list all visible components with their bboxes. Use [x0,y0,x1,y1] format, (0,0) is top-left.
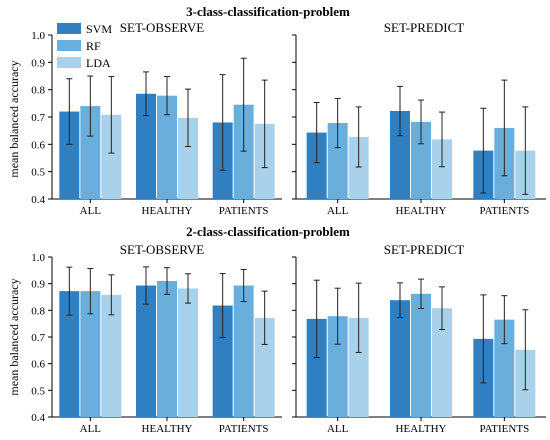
y-tick-label: 0.8 [31,305,45,317]
y-tick-label: 0.4 [31,194,45,206]
x-tick-label: HEALTHY [396,205,447,217]
bar-svm [136,93,156,199]
row-title-2class: 2-class-classification-problem [186,224,350,239]
bar-lda [348,136,369,199]
bar-lda [348,317,369,417]
legend-swatch-lda [57,57,81,68]
legend-swatch-svm [57,23,81,34]
bar-lda [178,288,198,417]
x-tick-label: PATIENTS [219,423,269,435]
bar-rf [411,293,431,417]
bar-rf [233,285,254,417]
y-tick-label: 0.9 [31,57,45,69]
x-tick-label: ALL [80,423,102,435]
bar-lda [101,294,122,417]
y-tick-label: 0.4 [31,412,45,424]
y-tick-label: 0.6 [31,139,45,151]
x-tick-label: HEALTHY [142,205,193,217]
legend: SVM RF LDA [57,22,112,70]
y-tick-label: 0.8 [31,85,45,97]
bar-rf [157,281,177,417]
y-tick-label: 1.0 [31,30,45,42]
panel-title: SET-OBSERVE [120,20,204,35]
bar-rf [411,121,431,199]
bar-lda [101,114,122,199]
bar-svm [306,132,327,199]
chart-panel: SET-PREDICT ALL HEALTHY PATIENTS [292,20,546,217]
y-tick-label: 0.5 [31,167,45,179]
y-tick-label: 0.7 [31,112,45,124]
y-axis-label-top: mean balanced accuracy [7,60,21,177]
x-tick-label: PATIENTS [479,205,529,217]
legend-label-lda: LDA [86,56,111,70]
panel-title: SET-OBSERVE [120,242,204,257]
bar-rf [327,316,348,417]
x-tick-label: ALL [80,205,102,217]
legend-label-rf: RF [86,39,101,53]
bar-rf [157,95,177,199]
panel-title: SET-PREDICT [384,20,464,35]
y-tick-label: 1.0 [31,252,45,264]
bar-rf [80,106,101,199]
bar-rf [80,291,101,417]
row-title-3class: 3-class-classification-problem [186,4,350,19]
bar-svm [59,291,80,417]
bar-lda [178,117,198,199]
bar-lda [432,139,452,199]
x-tick-label: PATIENTS [479,423,529,435]
bar-rf [494,319,515,417]
bar-svm [59,111,80,199]
panel-title: SET-PREDICT [384,242,464,257]
y-tick-label: 0.5 [31,385,45,397]
bar-svm [306,318,327,417]
bar-rf [233,104,254,199]
y-tick-label: 0.7 [31,332,45,344]
x-tick-label: ALL [327,423,349,435]
y-axis-label-bottom: mean balanced accuracy [7,278,21,395]
bar-svm [212,305,233,417]
y-tick-label: 0.6 [31,359,45,371]
bar-lda [432,308,452,417]
bar-svm [390,300,410,417]
x-tick-label: HEALTHY [396,423,447,435]
bar-svm [390,110,410,199]
bar-lda [254,317,275,417]
bar-rf [327,123,348,199]
y-tick-label: 0.9 [31,279,45,291]
chart-panel: SET-PREDICT ALL HEALTHY PATIENTS [292,242,546,435]
legend-swatch-rf [57,40,81,51]
x-tick-label: ALL [327,205,349,217]
chart-panel: SET-OBSERVE 0.4 0.5 0.6 0.7 0.8 0.9 1.0 ALL HEALT… [31,20,282,217]
bar-svm [136,285,156,417]
x-tick-label: HEALTHY [142,423,193,435]
x-tick-label: PATIENTS [219,205,269,217]
legend-label-svm: SVM [86,22,112,36]
chart-panel: SET-OBSERVE 0.4 0.5 0.6 0.7 0.8 0.9 1.0 ALL HEALT… [31,242,282,435]
